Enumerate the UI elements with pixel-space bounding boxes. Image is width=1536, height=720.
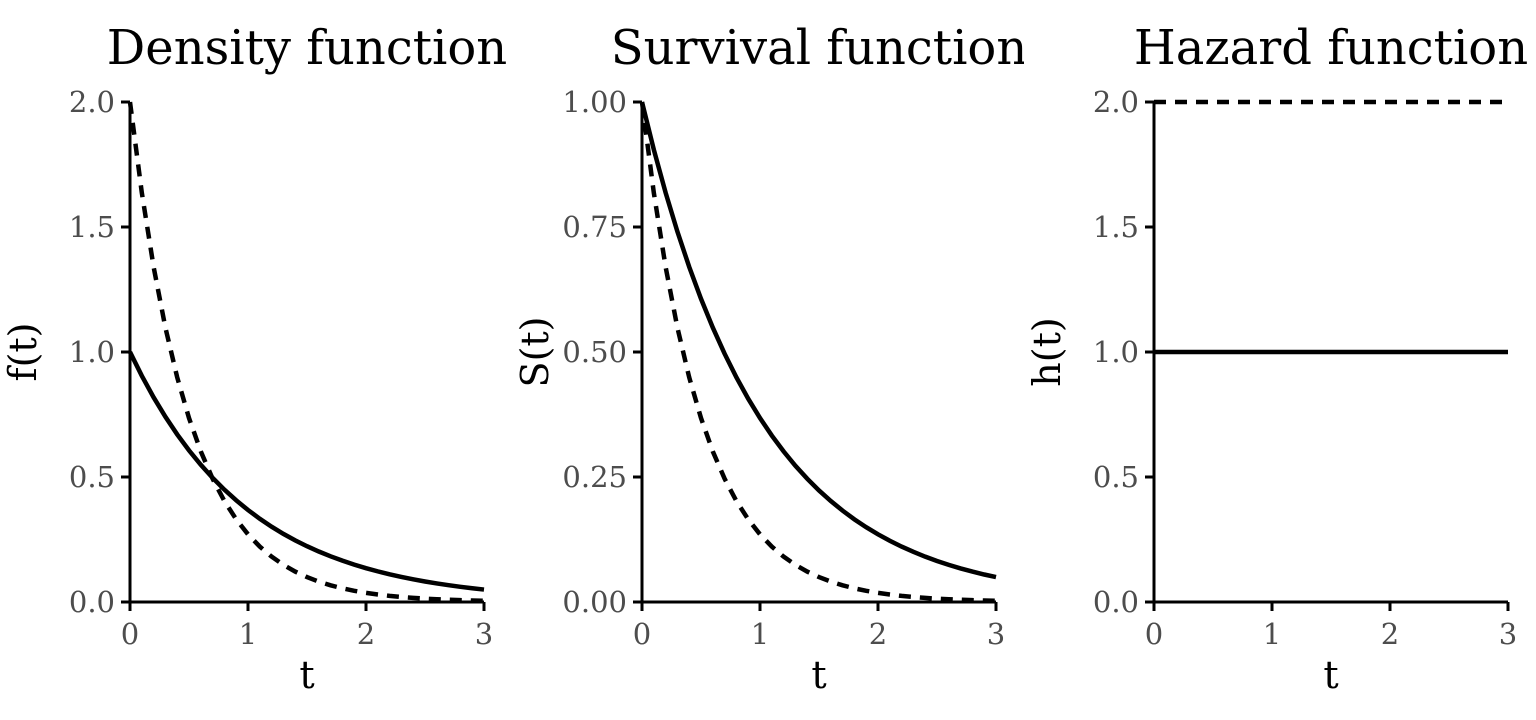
x-tick-label: 3	[1499, 617, 1517, 651]
hazard-function-panel: Hazard function h(t) t 0 1 2 3 0.0 0.5 1.0 1.5 2…	[1024, 0, 1536, 720]
x-tick-label: 0	[633, 617, 651, 651]
y-tick-label: 1.5	[69, 210, 115, 244]
x-tick-label: 2	[357, 617, 375, 651]
y-tick-label: 1.0	[69, 335, 115, 369]
series-dashed	[127, 101, 485, 603]
x-tick-label: 2	[1381, 617, 1399, 651]
chart-title: Hazard function	[1134, 20, 1528, 76]
series-dashed	[639, 101, 997, 603]
x-tick-label: 0	[121, 617, 139, 651]
y-tick-label: 0.5	[69, 460, 115, 494]
y-tick-label: 0.00	[562, 585, 627, 619]
series-solid	[127, 351, 485, 592]
x-tick-label: 3	[987, 617, 1005, 651]
plot-area: 0 1 2 3 0.0 0.5 1.0 1.5 2.0	[69, 85, 493, 651]
y-tick-label: 2.0	[1093, 85, 1139, 119]
y-axis-label: h(t)	[1025, 317, 1069, 386]
x-tick-label: 2	[869, 617, 887, 651]
survival-function-chart: Survival function S(t) t 0 1 2 3 0.00 0.25 0.5…	[513, 20, 1024, 697]
hazard-function-chart: Hazard function h(t) t 0 1 2 3 0.0 0.5 1.0 1.5 2…	[1025, 20, 1528, 697]
x-tick-label: 1	[751, 617, 769, 651]
x-tick-label: 1	[239, 617, 257, 651]
chart-title: Density function	[107, 20, 507, 76]
density-function-panel: Density function f(t) t 0 1 2 3 0.0 0.5 1.0 1.5…	[0, 0, 512, 720]
chart-title: Survival function	[611, 20, 1024, 76]
series-solid	[639, 101, 997, 580]
x-axis-label: t	[811, 653, 826, 697]
x-tick-label: 0	[1145, 617, 1163, 651]
y-axis-label: S(t)	[513, 317, 557, 388]
y-tick-label: 0.25	[562, 460, 627, 494]
y-tick-label: 1.5	[1093, 210, 1139, 244]
y-tick-label: 0.75	[562, 210, 627, 244]
plot-area: 0 1 2 3 0.0 0.5 1.0 1.5 2.0	[1093, 85, 1517, 651]
x-axis-label: t	[299, 653, 314, 697]
density-function-chart: Density function f(t) t 0 1 2 3 0.0 0.5 1.0 1.5…	[1, 20, 507, 697]
x-tick-label: 3	[475, 617, 493, 651]
y-axis-label: f(t)	[1, 323, 45, 382]
y-tick-label: 1.0	[1093, 335, 1139, 369]
x-tick-label: 1	[1263, 617, 1281, 651]
y-tick-label: 0.0	[69, 585, 115, 619]
plot-area: 0 1 2 3 0.00 0.25 0.50 0.75 1.00	[562, 85, 1005, 651]
x-axis-label: t	[1323, 653, 1338, 697]
y-tick-label: 0.5	[1093, 460, 1139, 494]
y-tick-label: 0.50	[562, 335, 627, 369]
y-tick-label: 2.0	[69, 85, 115, 119]
survival-function-panel: Survival function S(t) t 0 1 2 3 0.00 0.25 0.5…	[512, 0, 1024, 720]
y-tick-label: 1.00	[562, 85, 627, 119]
y-tick-label: 0.0	[1093, 585, 1139, 619]
